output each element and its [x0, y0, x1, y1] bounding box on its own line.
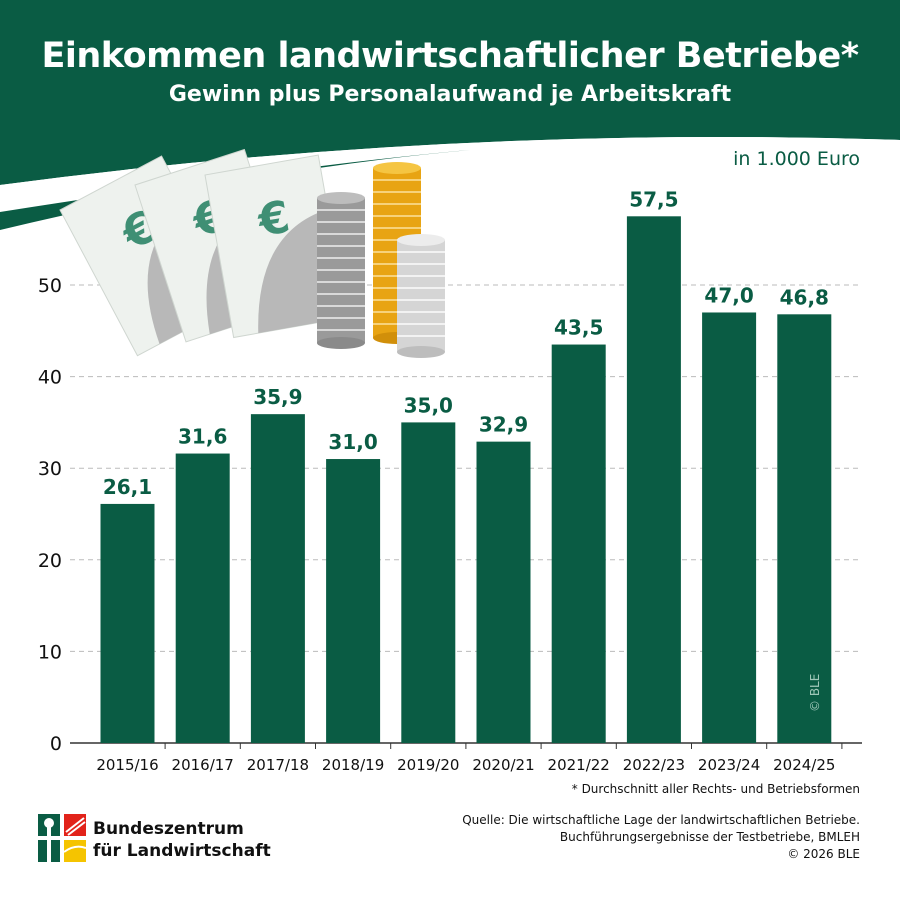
data-label: 43,5	[554, 316, 603, 340]
bar	[250, 414, 305, 743]
euro-banknote-icon: € € €	[59, 148, 348, 357]
chart-title: Einkommen landwirtschaftlicher Betriebe*	[41, 36, 859, 76]
y-tick-label: 30	[38, 458, 62, 480]
bar	[702, 312, 757, 743]
y-tick-label: 20	[38, 550, 62, 572]
data-label: 35,0	[404, 393, 453, 417]
bar	[100, 503, 155, 743]
y-tick-label: 10	[38, 641, 62, 663]
x-tick-label: 2018/19	[322, 756, 384, 774]
source-line-2: Buchführungsergebnisse der Testbetriebe,…	[559, 830, 860, 844]
watermark: © BLE	[808, 673, 822, 712]
bar	[777, 314, 832, 743]
organization-line-1: Bundeszentrum	[93, 819, 244, 839]
unit-label: in 1.000 Euro	[733, 148, 860, 170]
organization-line-2: für Landwirtschaft	[93, 841, 271, 861]
x-tick-label: 2021/22	[548, 756, 610, 774]
data-label: 31,6	[178, 425, 227, 449]
x-tick-label: 2017/18	[247, 756, 309, 774]
data-label: 32,9	[479, 413, 528, 437]
y-tick-label: 0	[50, 733, 62, 755]
x-tick-label: 2023/24	[698, 756, 760, 774]
chart-subtitle: Gewinn plus Personalaufwand je Arbeitskr…	[168, 82, 732, 107]
x-tick-label: 2019/20	[397, 756, 459, 774]
bar	[401, 422, 456, 743]
data-label: 57,5	[629, 187, 678, 211]
y-tick-label: 40	[38, 367, 62, 389]
bar	[476, 441, 531, 743]
x-tick-label: 2022/23	[623, 756, 685, 774]
bar	[326, 459, 381, 743]
bar	[551, 344, 606, 743]
y-tick-label: 50	[38, 275, 62, 297]
data-label: 46,8	[780, 285, 829, 309]
x-tick-label: 2024/25	[773, 756, 835, 774]
data-label: 47,0	[704, 283, 753, 307]
x-tick-label: 2016/17	[172, 756, 234, 774]
source-line-3: © 2026 BLE	[787, 847, 860, 861]
organization-name: Bundeszentrum für Landwirtschaft	[93, 818, 271, 862]
x-tick-label: 2015/16	[96, 756, 158, 774]
ble-logo-icon	[38, 814, 86, 862]
coin-stack-icon	[317, 162, 445, 358]
money-illustration: € € €	[59, 148, 445, 358]
x-tick-label: 2020/21	[472, 756, 534, 774]
footnote: * Durchschnitt aller Rechts- und Betrieb…	[571, 782, 860, 796]
source-note: Quelle: Die wirtschaftliche Lage der lan…	[462, 812, 860, 863]
bar-chart: 0 10 20 30 40 50 26,1 2015/16 31,6 2016/17 35,9 201…	[38, 187, 862, 774]
bar	[175, 453, 230, 743]
data-label: 35,9	[253, 385, 302, 409]
data-label: 31,0	[328, 430, 377, 454]
data-label: 26,1	[103, 475, 152, 499]
bar	[626, 216, 681, 744]
source-line-1: Quelle: Die wirtschaftliche Lage der lan…	[462, 813, 860, 827]
